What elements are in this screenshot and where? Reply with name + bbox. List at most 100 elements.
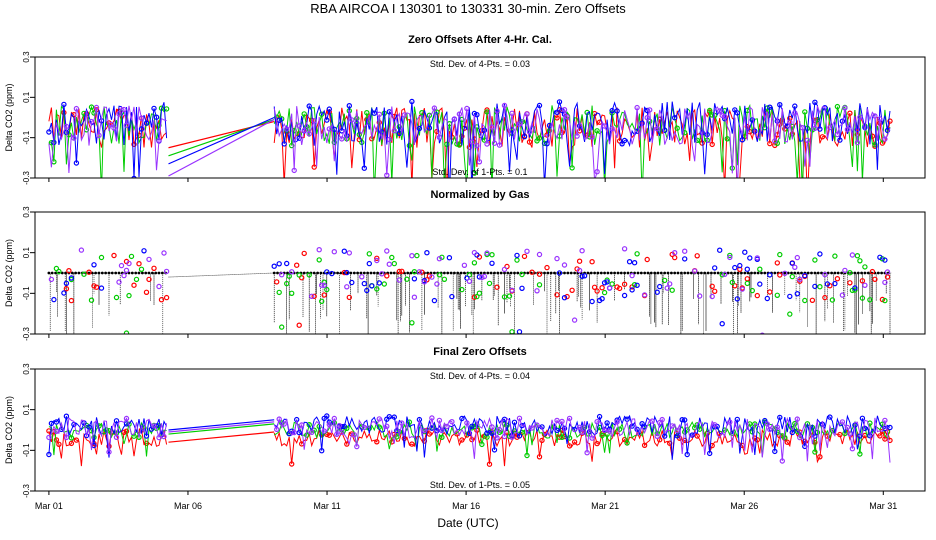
data-point [554,417,560,424]
data-point [757,266,763,272]
data-point [722,271,728,277]
data-point [321,292,327,298]
series-gap-line [168,419,275,431]
y-tick-label: -0.3 [22,484,31,498]
normalized-point [312,271,316,275]
data-point [466,278,473,284]
data-point [449,293,455,300]
data-point [324,413,330,419]
data-point [849,252,856,258]
series-gap-line [168,116,275,165]
y-tick-label: -0.1 [22,286,31,300]
data-point [441,276,448,282]
data-point [474,293,480,300]
data-point [674,427,680,434]
normalized-point [546,271,550,275]
data-point [56,268,62,275]
data-point [561,295,568,301]
data-point [735,190,739,194]
normalized-point [486,271,490,275]
data-point [279,420,285,426]
data-point [464,275,470,281]
data-point [326,432,332,438]
data-point [634,282,640,288]
x-tick-label: Mar 16 [452,501,480,511]
normalized-point [643,271,647,275]
data-point [151,265,157,271]
data-point [103,427,110,433]
annotation-1pts: Std. Dev. of 1-Pts. = 0.05 [430,480,530,490]
normalized-point [376,271,379,275]
normalized-point [141,271,144,275]
data-point [336,422,342,429]
normalized-point [147,271,151,275]
data-point [396,268,402,275]
normalized-point [47,271,51,275]
data-point [361,424,367,431]
data-point [276,289,282,296]
data-point [88,297,95,303]
series-line [273,105,891,178]
data-point [536,251,543,258]
data-point [564,293,570,300]
data-point [436,272,443,278]
data-point [324,269,330,275]
data-point [649,418,655,424]
data-point [158,297,165,303]
normalized-point [813,271,817,275]
data-point [644,256,650,263]
normalized-point [736,271,740,275]
data-point [436,256,443,262]
data-point [621,246,628,252]
normalized-point [876,271,880,275]
data-point [664,285,670,291]
series-line [48,416,168,453]
data-point [834,276,841,282]
normalized-point [760,271,763,275]
normalized-point [840,271,843,275]
normalized-point [856,271,860,275]
data-point [529,425,535,431]
y-tick-label: -0.1 [22,130,31,144]
normalized-point [820,271,823,275]
normalized-point [663,271,667,275]
normalized-point [60,271,64,275]
data-point [396,277,402,283]
data-point [536,271,543,277]
series-gap-line [168,423,275,435]
y-tick-label: -0.1 [22,443,31,457]
normalized-point [77,271,81,275]
y-tick-label: 0.1 [22,247,31,259]
data-point [329,270,335,277]
normalized-point [134,271,138,275]
normalized-point [144,271,148,275]
data-point [672,254,678,261]
data-point [709,293,715,300]
data-point [514,257,520,263]
data-point [296,272,302,278]
normalized-point [740,271,743,275]
data-point [732,283,738,289]
data-point [654,289,660,295]
data-point [819,134,826,140]
normalized-point [433,271,436,275]
data-point [366,425,372,431]
data-point [506,293,513,299]
normalized-point [810,271,813,275]
normalized-point [763,271,767,275]
data-point [123,415,130,422]
data-point [777,272,783,278]
data-point [601,289,608,296]
data-point [321,282,327,288]
data-point [712,288,718,294]
data-point [800,191,804,195]
panel-title: Normalized by Gas [430,189,529,201]
data-point [91,434,97,441]
data-point [416,125,423,132]
data-point [61,290,67,296]
normalized-point [586,271,590,275]
data-point [366,260,372,267]
data-point [762,417,768,424]
data-point [554,427,560,433]
